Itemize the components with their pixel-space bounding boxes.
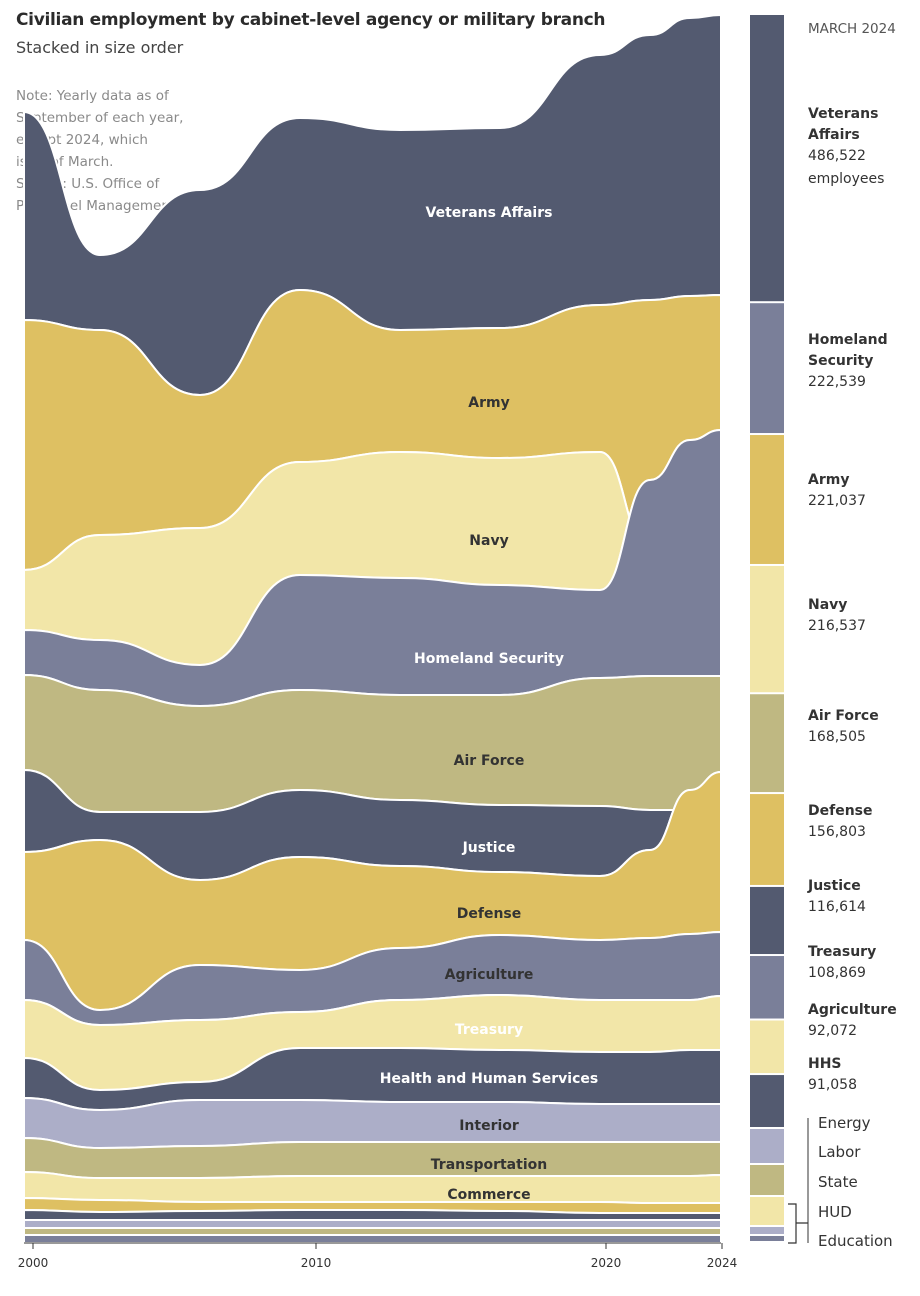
- x-tick-label: 2020: [591, 1256, 622, 1270]
- agency-name: Agriculture: [808, 1002, 897, 1018]
- bar-segment: [750, 1197, 784, 1225]
- bar-segment: [750, 694, 784, 793]
- x-tick-label: 2024: [707, 1256, 738, 1270]
- agency-value: 216,537: [808, 618, 866, 634]
- agency-value: 168,505: [808, 729, 866, 745]
- x-axis: 2000 2010 2020 2024: [18, 1242, 738, 1270]
- agency-value: 116,614: [808, 899, 866, 915]
- bar-segment: [750, 1165, 784, 1195]
- note-line: Note: Yearly data as of: [16, 88, 169, 104]
- small-agency-label: Education: [818, 1232, 893, 1250]
- chart-title: Civilian employment by cabinet-level age…: [16, 10, 606, 30]
- stream-label: Homeland Security: [414, 651, 564, 667]
- agency-value: 222,539: [808, 374, 866, 390]
- agency-name: Defense: [808, 803, 873, 819]
- stream-band: [23, 673, 722, 814]
- stream-label: Defense: [457, 906, 522, 922]
- small-agency-label: Energy: [818, 1114, 871, 1132]
- agency-value: 221,037: [808, 493, 866, 509]
- agency-name: Security: [808, 353, 873, 369]
- bar-segment: [750, 15, 784, 302]
- small-agency-label: State: [818, 1173, 858, 1191]
- bar-segment: [750, 565, 784, 693]
- stream-label: Justice: [462, 840, 516, 856]
- bracket: [788, 1203, 808, 1244]
- bar-segment: [750, 1020, 784, 1074]
- chart-subtitle: Stacked in size order: [16, 38, 184, 57]
- agency-name: Homeland: [808, 332, 888, 348]
- stream-label: Commerce: [447, 1187, 530, 1203]
- march-2024-bar: [750, 15, 784, 1241]
- stream-label: Transportation: [431, 1157, 547, 1173]
- agency-value: 92,072: [808, 1023, 857, 1039]
- bar-segment: [750, 956, 784, 1019]
- agency-value: 156,803: [808, 824, 866, 840]
- stream-label: Interior: [459, 1118, 519, 1134]
- agency-name: Affairs: [808, 127, 860, 143]
- stream-band: [23, 1233, 722, 1245]
- stream-label: Air Force: [454, 753, 525, 769]
- date-label: MARCH 2024: [808, 21, 896, 37]
- stream-layers: [23, 13, 722, 1245]
- stream-band: [23, 1218, 722, 1230]
- stream-label: Veterans Affairs: [426, 205, 553, 221]
- agency-name: HHS: [808, 1056, 842, 1072]
- agency-name: Justice: [807, 878, 861, 894]
- stream-label: Health and Human Services: [380, 1071, 598, 1087]
- small-agency-label: Labor: [818, 1143, 861, 1161]
- x-tick-label: 2010: [301, 1256, 332, 1270]
- stream-band: [23, 1226, 722, 1237]
- note-line: September of each year,: [16, 110, 184, 126]
- agency-name: Army: [808, 472, 849, 488]
- bar-segment: [750, 303, 784, 434]
- agency-name: Air Force: [808, 708, 879, 724]
- bar-segment: [750, 1129, 784, 1163]
- bar-segment: [750, 1075, 784, 1127]
- agency-value: 91,058: [808, 1077, 857, 1093]
- agency-unit: employees: [808, 171, 884, 187]
- small-agency-label: HUD: [818, 1203, 852, 1221]
- march-2024-labels: MARCH 2024 Veterans Affairs 486,522 employee…: [788, 21, 897, 1250]
- stream-label: Army: [468, 395, 509, 411]
- stream-label: Navy: [469, 533, 508, 549]
- bar-segment: [750, 886, 784, 955]
- stream-label: Agriculture: [445, 967, 534, 983]
- agency-value: 486,522: [808, 148, 866, 164]
- agency-name: Veterans: [808, 106, 878, 122]
- bar-segment: [750, 1236, 784, 1241]
- bar-segment: [750, 1227, 784, 1234]
- x-tick-label: 2000: [18, 1256, 49, 1270]
- agency-name: Navy: [808, 597, 847, 613]
- stream-label: Treasury: [455, 1022, 523, 1038]
- agency-name: Treasury: [808, 944, 876, 960]
- bar-segment: [750, 794, 784, 885]
- stream-labels: Veterans Affairs Army Navy Homeland Securit…: [380, 205, 598, 1203]
- agency-value: 108,869: [808, 965, 866, 981]
- bar-segment: [750, 435, 784, 564]
